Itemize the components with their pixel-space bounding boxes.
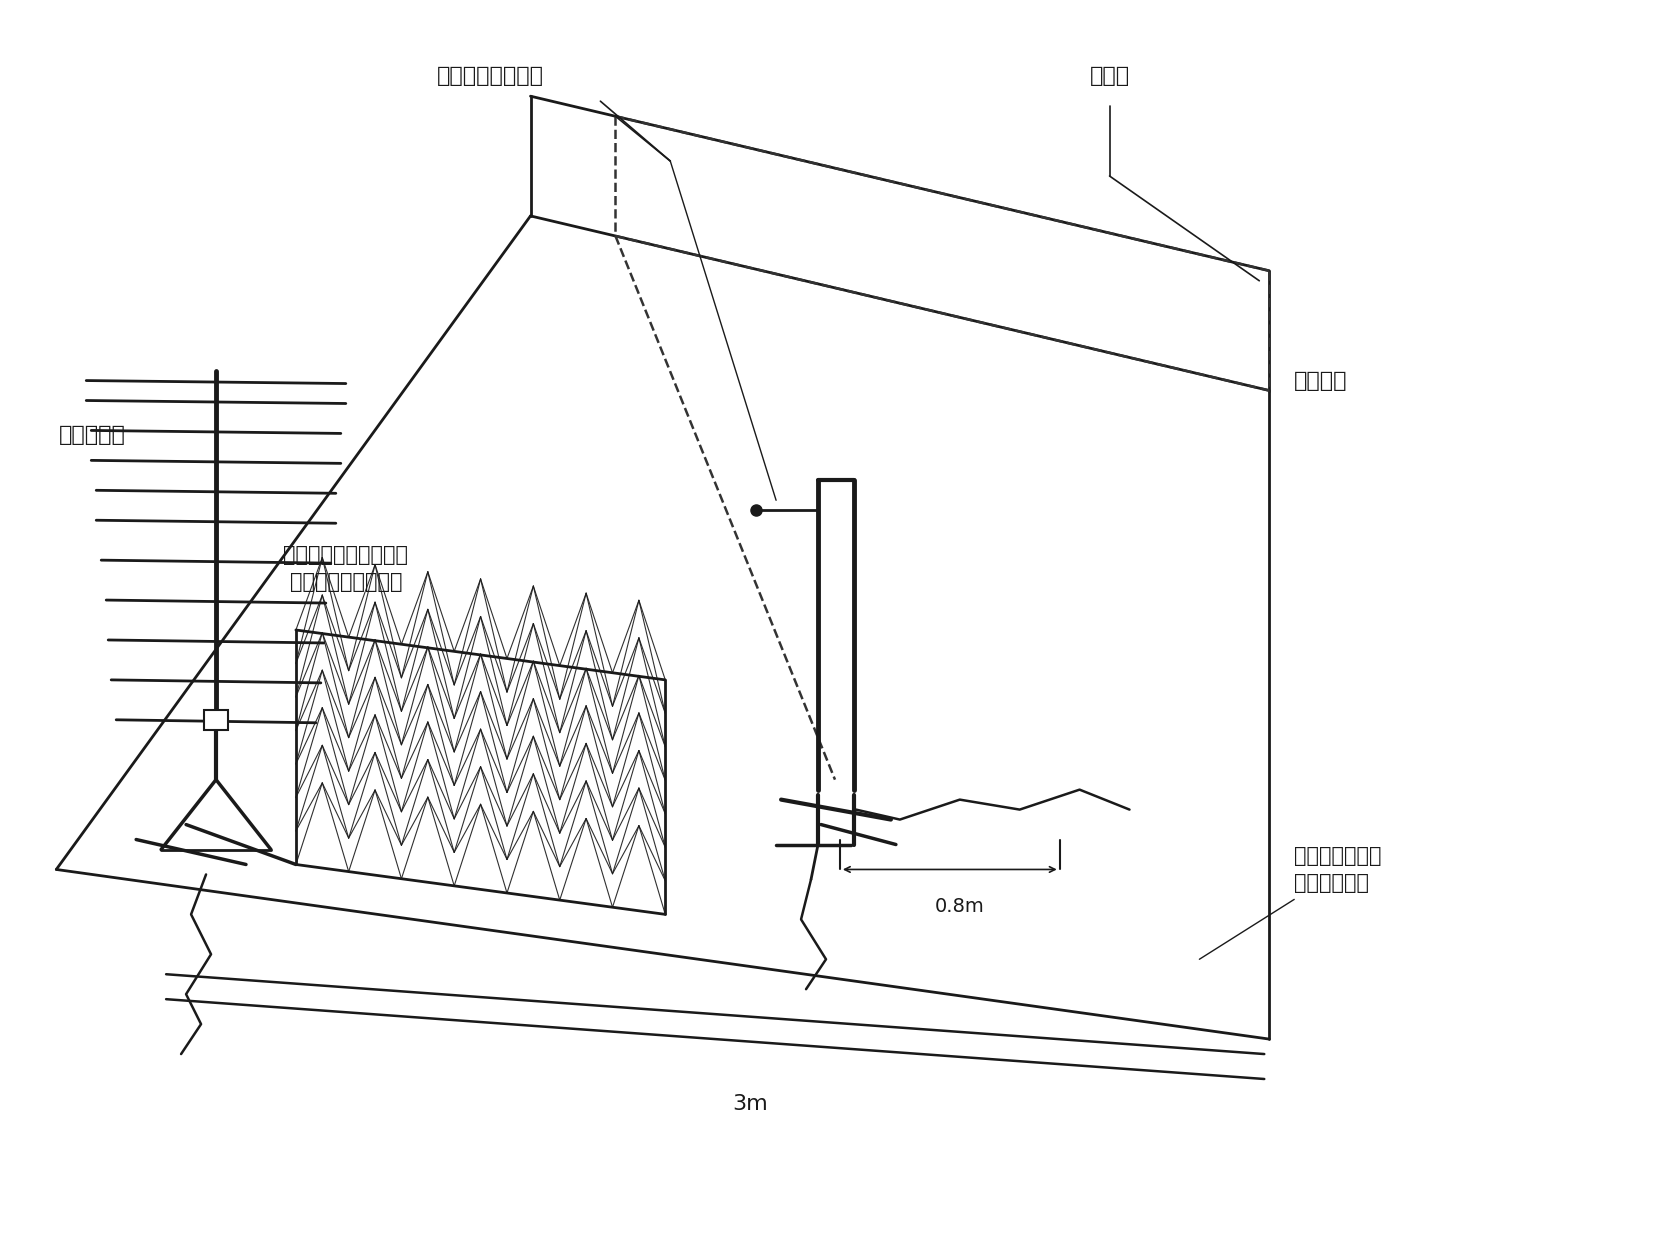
Bar: [205, 710, 228, 730]
Text: 0.8m: 0.8m: [935, 898, 985, 917]
Text: 在半电波暗室中减小地
板反射用的吸波材料: 在半电波暗室中减小地 板反射用的吸波材料: [283, 545, 408, 592]
Text: 3m: 3m: [732, 1093, 769, 1114]
Text: 均匀域: 均匀域: [1090, 66, 1130, 87]
Text: 各向同性的场探头: 各向同性的场探头: [438, 66, 544, 87]
Text: 光纤或经滤波的
信号的连接线: 光纤或经滤波的 信号的连接线: [1295, 846, 1381, 893]
Text: 暗室墙壁: 暗室墙壁: [1295, 370, 1348, 390]
Text: 场发射天线: 场发射天线: [60, 425, 126, 445]
